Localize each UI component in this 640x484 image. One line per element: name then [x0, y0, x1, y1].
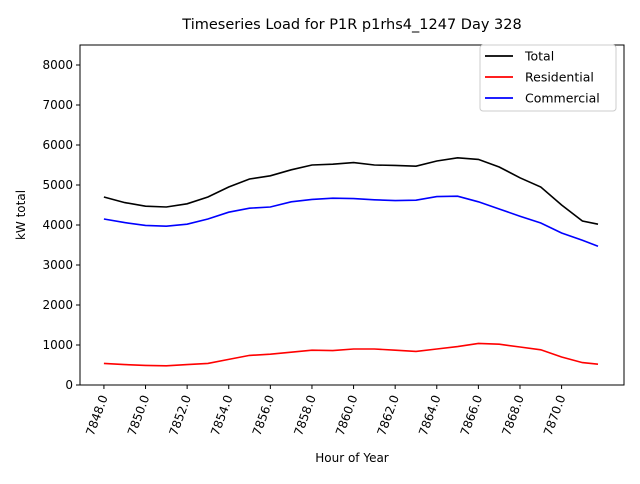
x-tick-label: 7852.0: [166, 393, 194, 437]
series-line-residential: [103, 342, 599, 367]
legend-box: [479, 44, 617, 112]
x-axis-label: Hour of Year: [315, 451, 389, 465]
legend-label: Commercial: [525, 91, 600, 106]
y-tick-label: 5000: [42, 178, 73, 192]
x-tick-label: 7856.0: [250, 393, 278, 437]
x-tick-label: 7848.0: [83, 393, 111, 437]
series-line-commercial: [103, 195, 599, 247]
x-tick-label: 7868.0: [499, 393, 527, 437]
legend-label: Residential: [525, 70, 594, 85]
x-tick-label: 7864.0: [416, 393, 444, 437]
y-tick-label: 1000: [42, 338, 73, 352]
y-tick-label: 3000: [42, 258, 73, 272]
x-tick-label: 7862.0: [374, 393, 402, 437]
x-tick-label: 7870.0: [541, 393, 569, 437]
y-tick-label: 4000: [42, 218, 73, 232]
y-axis-label: kW total: [14, 190, 28, 240]
chart-title: Timeseries Load for P1R p1rhs4_1247 Day …: [181, 17, 521, 33]
x-tick-label: 7858.0: [291, 393, 319, 437]
x-tick-label: 7850.0: [125, 393, 153, 437]
y-tick-label: 0: [65, 378, 73, 392]
x-tick-label: 7854.0: [208, 393, 236, 437]
x-tick-label: 7860.0: [333, 393, 361, 437]
plot-area: 7848.0 7850.0 7852.0 7854.0 7856.0 7858.0 7860…: [42, 58, 599, 437]
x-tick-label: 7866.0: [458, 393, 486, 437]
series-line-total: [103, 156, 599, 225]
y-tick-label: 6000: [42, 138, 73, 152]
y-tick-label: 8000: [42, 58, 73, 72]
y-tick-label: 2000: [42, 298, 73, 312]
legend: Total Residential Commercial: [479, 44, 617, 112]
legend-label: Total: [524, 49, 554, 64]
y-tick-label: 7000: [42, 98, 73, 112]
axes-frame: [79, 44, 625, 386]
